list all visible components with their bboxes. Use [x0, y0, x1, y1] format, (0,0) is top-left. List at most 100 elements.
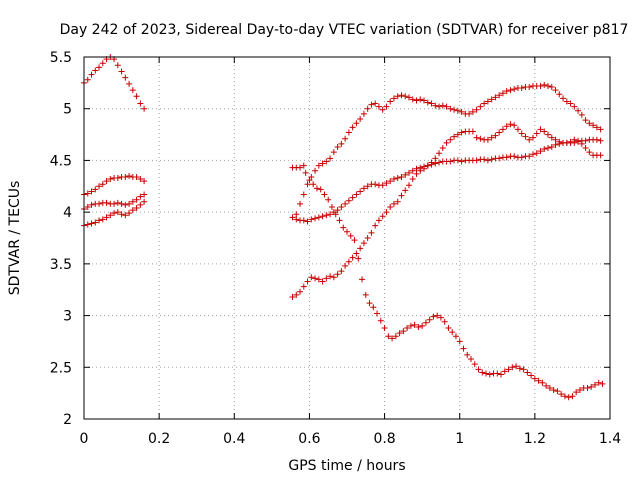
data-point [588, 383, 595, 390]
data-point [92, 219, 99, 226]
plot-frame [83, 56, 611, 420]
data-point [129, 207, 136, 214]
data-point [424, 99, 431, 106]
data-point [575, 138, 582, 145]
data-point [535, 377, 542, 384]
data-point [576, 387, 583, 394]
data-point [313, 185, 320, 192]
y-tick-label: 4.5 [50, 153, 72, 169]
data-point [308, 274, 315, 281]
data-point [99, 216, 106, 223]
data-point [96, 217, 103, 224]
data-point [374, 310, 381, 317]
data-point [375, 103, 382, 110]
data-point [317, 186, 324, 193]
data-point [541, 81, 548, 88]
x-tick-labels: 0 0.2 0.4 0.6 0.8 1 1.2 1.4 [80, 431, 622, 447]
data-point [137, 193, 144, 200]
data-point [141, 178, 148, 185]
data-point [413, 165, 420, 172]
data-point [114, 62, 121, 69]
data-point [407, 322, 414, 329]
data-point [481, 156, 488, 163]
x-tick-label: 0.2 [148, 431, 170, 447]
data-point [315, 162, 322, 169]
chart-title: Day 242 of 2023, Sidereal Day-to-day VTE… [60, 22, 629, 38]
data-point [552, 136, 559, 143]
y-axis-label: SDTVAR / TECUs [7, 181, 23, 296]
data-point [548, 134, 555, 141]
data-point [571, 139, 578, 146]
data-point [443, 103, 450, 110]
data-point [533, 130, 540, 137]
data-point [436, 159, 443, 166]
data-point [432, 160, 439, 167]
data-point [353, 191, 360, 198]
data-point [458, 158, 465, 165]
data-point [556, 91, 563, 98]
data-point [458, 108, 465, 115]
data-point [445, 324, 452, 331]
data-point [503, 88, 510, 95]
data-point [492, 94, 499, 101]
data-point [543, 382, 550, 389]
data-point [528, 372, 535, 379]
data-point [327, 211, 334, 218]
series-sat-2 [81, 172, 148, 198]
data-point [103, 214, 110, 221]
data-point [473, 106, 480, 113]
data-point [323, 212, 330, 219]
data-point [402, 187, 409, 194]
data-point [297, 288, 304, 295]
data-point [415, 323, 422, 330]
series-sat-6 [289, 121, 604, 300]
data-point [92, 186, 99, 193]
data-point [351, 237, 358, 244]
data-point [518, 130, 525, 137]
data-point [137, 176, 144, 183]
data-point [387, 98, 394, 105]
data-point [118, 200, 125, 207]
data-point [524, 369, 531, 376]
data-point [398, 173, 405, 180]
data-point [586, 120, 593, 127]
data-point [300, 217, 307, 224]
data-point [133, 93, 140, 100]
data-point [300, 283, 307, 290]
data-point [383, 180, 390, 187]
data-point [464, 351, 471, 358]
data-point [345, 197, 352, 204]
data-point [379, 106, 386, 113]
y-tick-label: 2 [63, 412, 72, 428]
data-point [122, 74, 129, 81]
data-point [360, 185, 367, 192]
data-point [96, 64, 103, 71]
data-point [96, 183, 103, 190]
data-point [103, 199, 110, 206]
data-point [456, 338, 463, 345]
y-tick-label: 5.5 [50, 50, 72, 66]
data-point [499, 126, 506, 133]
data-point [545, 131, 552, 138]
data-point [379, 213, 386, 220]
data-point [467, 356, 474, 363]
data-point [597, 137, 604, 144]
y-tick-label: 3.5 [50, 257, 72, 273]
data-point [496, 155, 503, 162]
data-point [511, 86, 518, 93]
data-point [394, 198, 401, 205]
data-point [383, 209, 390, 216]
data-point [537, 148, 544, 155]
data-point [488, 134, 495, 141]
y-tick-label: 5 [63, 102, 72, 118]
data-point [114, 175, 121, 182]
data-point [484, 136, 491, 143]
data-point [368, 101, 375, 108]
data-point [548, 143, 555, 150]
data-point [501, 368, 508, 375]
data-point [526, 136, 533, 143]
data-point [533, 150, 540, 157]
data-point [289, 293, 296, 300]
data-point [494, 370, 501, 377]
